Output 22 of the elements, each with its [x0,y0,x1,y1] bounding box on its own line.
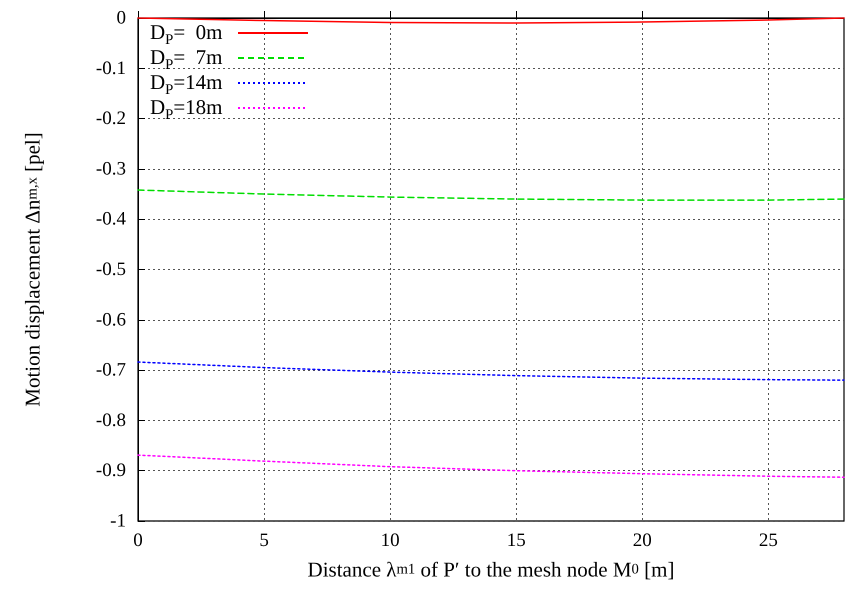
y-tick-label: -0.8 [96,410,126,431]
x-tick-label: 15 [506,530,526,551]
line-series [137,454,845,478]
y-tick-label: -1 [110,510,126,532]
y-tick-label: -0.7 [96,360,126,381]
x-tick-label: 5 [259,530,269,551]
y-tick-label: -0.1 [96,58,126,79]
y-tick-label: -0.5 [96,259,126,280]
y-tick-label: -0.4 [96,208,126,230]
x-axis-title: Distance λm1 of P′ to the mesh node M0 [m] [308,558,674,582]
y-tick-label: -0.9 [96,460,126,482]
y-tick-label: -0.3 [96,158,126,180]
x-tick-label: 10 [380,530,400,551]
x-tick-label: 20 [632,530,652,551]
line-series [137,189,845,201]
y-tick-label: -0.2 [96,108,126,130]
y-axis-title: Motion displacement Δnm,x [pel] [20,132,44,407]
x-tick-label: 0 [133,530,143,551]
y-tick-label: 0 [116,8,126,28]
x-tick-label: 25 [758,530,778,551]
line-series [137,361,845,381]
y-tick-label: -0.6 [96,309,126,330]
